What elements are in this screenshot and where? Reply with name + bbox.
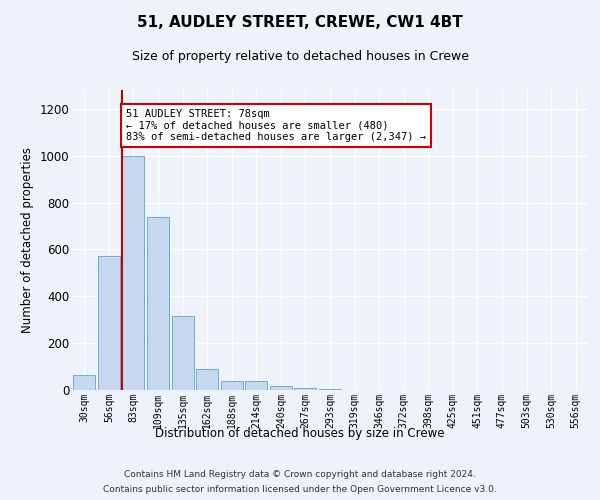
Text: 51 AUDLEY STREET: 78sqm
← 17% of detached houses are smaller (480)
83% of semi-d: 51 AUDLEY STREET: 78sqm ← 17% of detache… <box>126 109 426 142</box>
Text: 51, AUDLEY STREET, CREWE, CW1 4BT: 51, AUDLEY STREET, CREWE, CW1 4BT <box>137 15 463 30</box>
Bar <box>221 381 243 390</box>
Y-axis label: Number of detached properties: Number of detached properties <box>21 147 34 333</box>
Text: Contains public sector information licensed under the Open Government Licence v3: Contains public sector information licen… <box>103 485 497 494</box>
Bar <box>147 216 169 390</box>
Bar <box>73 375 95 390</box>
Bar <box>245 381 268 390</box>
Bar <box>98 256 120 390</box>
Bar <box>122 156 145 390</box>
Text: Size of property relative to detached houses in Crewe: Size of property relative to detached ho… <box>131 50 469 63</box>
Text: Distribution of detached houses by size in Crewe: Distribution of detached houses by size … <box>155 428 445 440</box>
Bar <box>270 386 292 390</box>
Text: Contains HM Land Registry data © Crown copyright and database right 2024.: Contains HM Land Registry data © Crown c… <box>124 470 476 479</box>
Bar <box>196 369 218 390</box>
Bar <box>295 388 316 390</box>
Bar <box>172 316 194 390</box>
